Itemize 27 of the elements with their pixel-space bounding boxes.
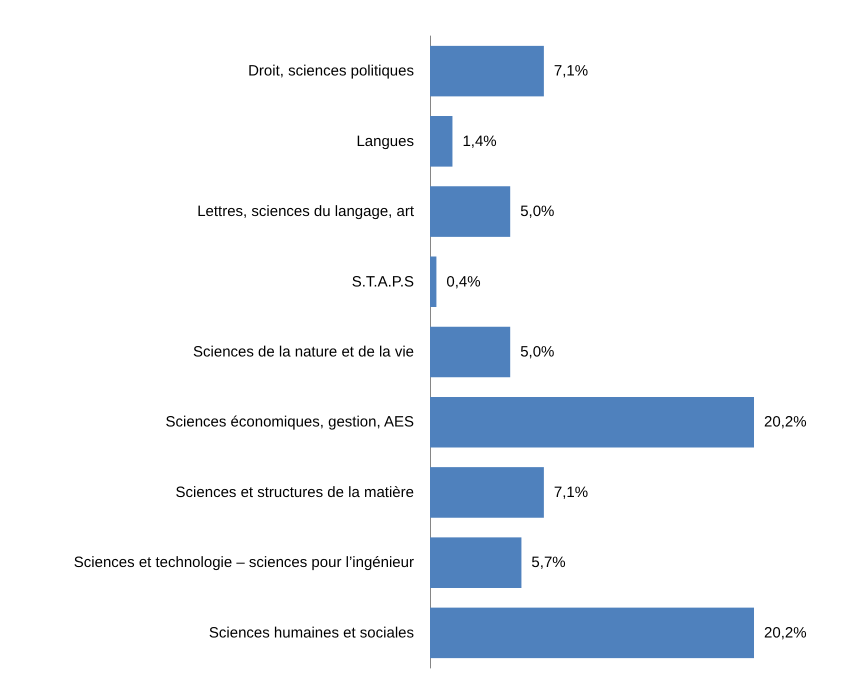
bar — [430, 537, 522, 588]
bar — [430, 396, 754, 448]
data-label: 7,1% — [554, 62, 588, 80]
bar — [430, 46, 544, 96]
bar — [430, 467, 544, 518]
bar — [430, 326, 510, 378]
y-tick-label: Sciences humaines et sociales — [208, 624, 414, 642]
y-tick-label: Sciences et structures de la matière — [176, 484, 414, 501]
y-tick-label: S.T.A.P.S — [352, 273, 414, 290]
y-tick-label: Droit, sciences politiques — [248, 62, 414, 80]
bar — [430, 608, 754, 658]
data-label: 7,1% — [554, 484, 588, 501]
y-tick-label: Sciences économiques, gestion, AES — [166, 414, 414, 431]
bar — [430, 256, 436, 308]
data-label: 5,0% — [520, 344, 554, 360]
data-label: 0,4% — [446, 273, 481, 290]
y-tick-label: Sciences de la nature et de la vie — [193, 344, 414, 360]
data-label: 5,0% — [520, 203, 554, 220]
data-label: 20,2% — [764, 624, 807, 642]
y-tick-label: Langues — [356, 132, 414, 150]
bar — [430, 116, 452, 167]
data-label: 20,2% — [764, 414, 807, 431]
data-label: 1,4% — [462, 132, 497, 150]
y-tick-label: Lettres, sciences du langage, art — [197, 203, 415, 220]
y-tick-label: Sciences et technologie – sciences pour l’ingénieur — [74, 554, 414, 572]
data-label: 5,7% — [531, 554, 566, 572]
bar — [430, 186, 510, 237]
